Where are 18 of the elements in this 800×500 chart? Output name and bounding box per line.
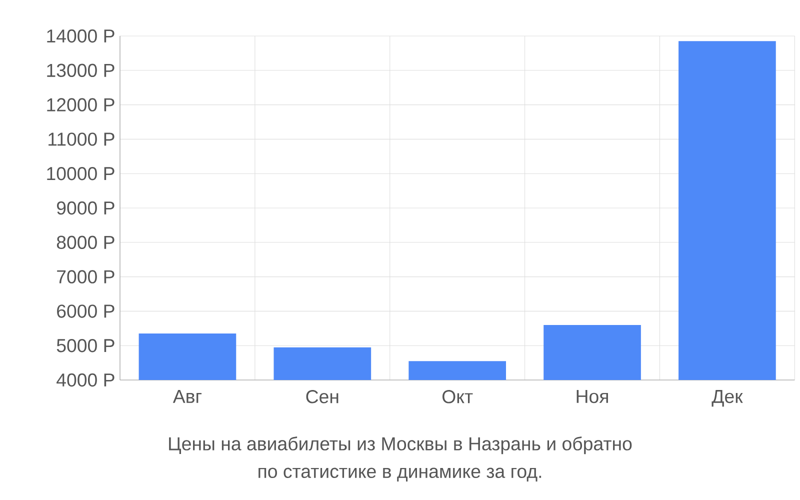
x-tick-label: Дек xyxy=(712,390,743,407)
x-tick-label: Окт xyxy=(442,390,473,404)
y-tick-label: 4000 Р xyxy=(56,373,114,387)
text: по статистике в динамике за год. xyxy=(258,468,542,482)
y-tick-label: 5000 Р xyxy=(56,338,114,352)
y-tick-label: 9000 Р xyxy=(57,201,114,215)
y-tick-label: 7000 Р xyxy=(57,270,114,284)
y-tick-label: 6000 Р xyxy=(57,304,114,318)
y-tick-label: 10000 Р xyxy=(47,166,114,180)
x-tick-label: Сен xyxy=(306,390,338,404)
x-tick-label: Ноя xyxy=(576,390,608,404)
text: Цены на авиабилеты из Москвы в Назрань и обратно xyxy=(169,436,632,454)
y-tick-label: 14000 Р xyxy=(47,29,114,43)
x-tick-label: Авг xyxy=(172,390,202,403)
y-tick-label: 11000 Р xyxy=(48,132,114,146)
y-tick-label: 13000 Р xyxy=(47,64,114,78)
y-tick-label: 8000 Р xyxy=(56,236,114,250)
y-tick-label: 12000 Р xyxy=(47,98,114,112)
